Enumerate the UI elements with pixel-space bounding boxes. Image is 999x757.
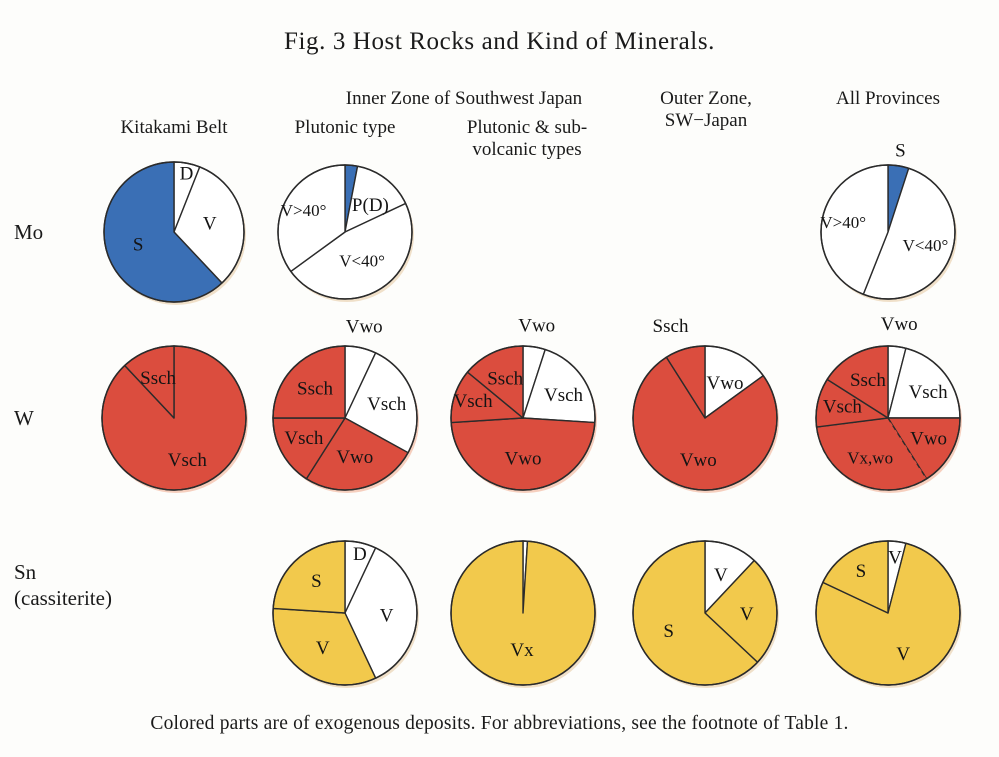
pie-slice-label: Ssch [297,378,333,399]
pie-slice-label: Vwo [518,316,555,337]
pie-slice-s [272,540,346,614]
pie-slice-label: S [856,561,867,582]
pie-chart-mo-kitakami-belt: D V S [74,128,274,336]
pie-slice-label: Vsch [367,394,407,415]
column-header-all-provinces: All Provinces [836,88,940,109]
pie-chart-sn-plutonic-subvolcanic: Vx [421,507,625,719]
pie-slice-label: V [203,214,217,235]
pie-outline [815,345,961,491]
row-label-w: W [14,406,34,430]
pie-slice-label: V [896,644,910,665]
pie-outline [815,540,961,686]
pie-slice-label: S [311,571,322,592]
pie-outline [272,345,418,491]
pie-outline [277,164,413,300]
pie-chart-mo-plutonic-type: P(D) V<40° V>40° [248,131,442,333]
pie-chart-w-outer-zone: Vwo Vwo Ssch [603,312,807,524]
pie-slice-label: Ssch [140,368,176,389]
pie-outline [272,540,418,686]
pie-slice-label: V [380,605,394,626]
pie-slice-label: Vwo [346,317,383,338]
pie-slice-label: S [895,140,906,161]
pie-slice-label: Ssch [487,369,523,390]
column-header-plutonic-type: Plutonic type [294,117,396,138]
group-header-inner-zone: Inner Zone of Southwest Japan [345,88,583,109]
pie-slice-label: Vsch [284,428,324,449]
pie-outline [101,345,247,491]
column-header-plutonic-subvolcanic: Plutonic & sub-volcanic types [466,117,588,161]
figure-footnote: Colored parts are of exogenous deposits.… [150,713,849,734]
pie-outline [632,540,778,686]
row-label-sn: Sn (cassiterite) [14,560,112,610]
pie-slice-label: V<40° [903,236,949,255]
pie-slice-label: Vwo [910,428,947,449]
pie-slice-label: Vwo [505,448,542,469]
pie-slice-label: Vsch [168,450,208,471]
pie-slice-label: Vx,wo [847,449,893,468]
pie-slice-label: Vwo [680,450,717,471]
pie-chart-mo-all-provinces: S V<40° V>40° [791,131,985,333]
pie-slice-label: Ssch [850,370,886,391]
row-label-mo: Mo [14,220,44,244]
pie-slice-label: V [714,565,728,586]
pie-slice-label: V>40° [281,201,327,220]
pie-slice-label: Vsch [909,382,949,403]
pie-slice-label: Vwo [707,373,744,394]
pie-slice-label: S [663,621,674,642]
pie-slice-label: V<40° [339,252,385,271]
pie-chart-w-plutonic-subvolcanic: Vwo Vsch Vwo Vsch Ssch [421,312,625,524]
pie-slice-label: V>40° [820,213,866,232]
pie-outline [103,161,245,303]
pie-outline [632,345,778,491]
pie-slice-label: D [180,163,194,184]
pie-chart-sn-plutonic-type: D V V S [243,507,447,719]
column-header-outer-zone: Outer Zone, SW−Japan [660,88,752,132]
pie-slice-label: P(D) [352,195,389,216]
pie-slice-label: V [316,638,330,659]
pie-outline [450,345,596,491]
pie-slice-label: Vwo [336,447,373,468]
pie-slice-label: S [133,235,144,256]
figure-title: Fig. 3 Host Rocks and Kind of Minerals. [283,28,716,55]
column-header-kitakami-belt: Kitakami Belt [120,117,228,138]
pie-slice-label: Vx [510,640,534,661]
pie-slice-label: Vsch [454,391,494,412]
pie-slice-label: D [353,544,367,565]
pie-slice-label: Ssch [653,316,689,337]
pie-outline [450,540,596,686]
pie-outline [820,164,956,300]
pie-slice-label: Vwo [881,314,918,335]
pie-slice-label: Vsch [544,385,584,406]
pie-chart-w-all-provinces: Vwo Vsch Vwo Vx,wo Vsch Ssch [786,312,990,524]
pie-slice-label: V [740,604,754,625]
pie-chart-w-plutonic-type: Vwo Vsch Vwo Vsch Ssch [243,312,447,524]
pie-chart-w-kitakami-belt: Vsch Ssch [72,312,276,524]
pie-slice-label: Vsch [823,397,863,418]
pie-slice-label: V [888,548,902,569]
